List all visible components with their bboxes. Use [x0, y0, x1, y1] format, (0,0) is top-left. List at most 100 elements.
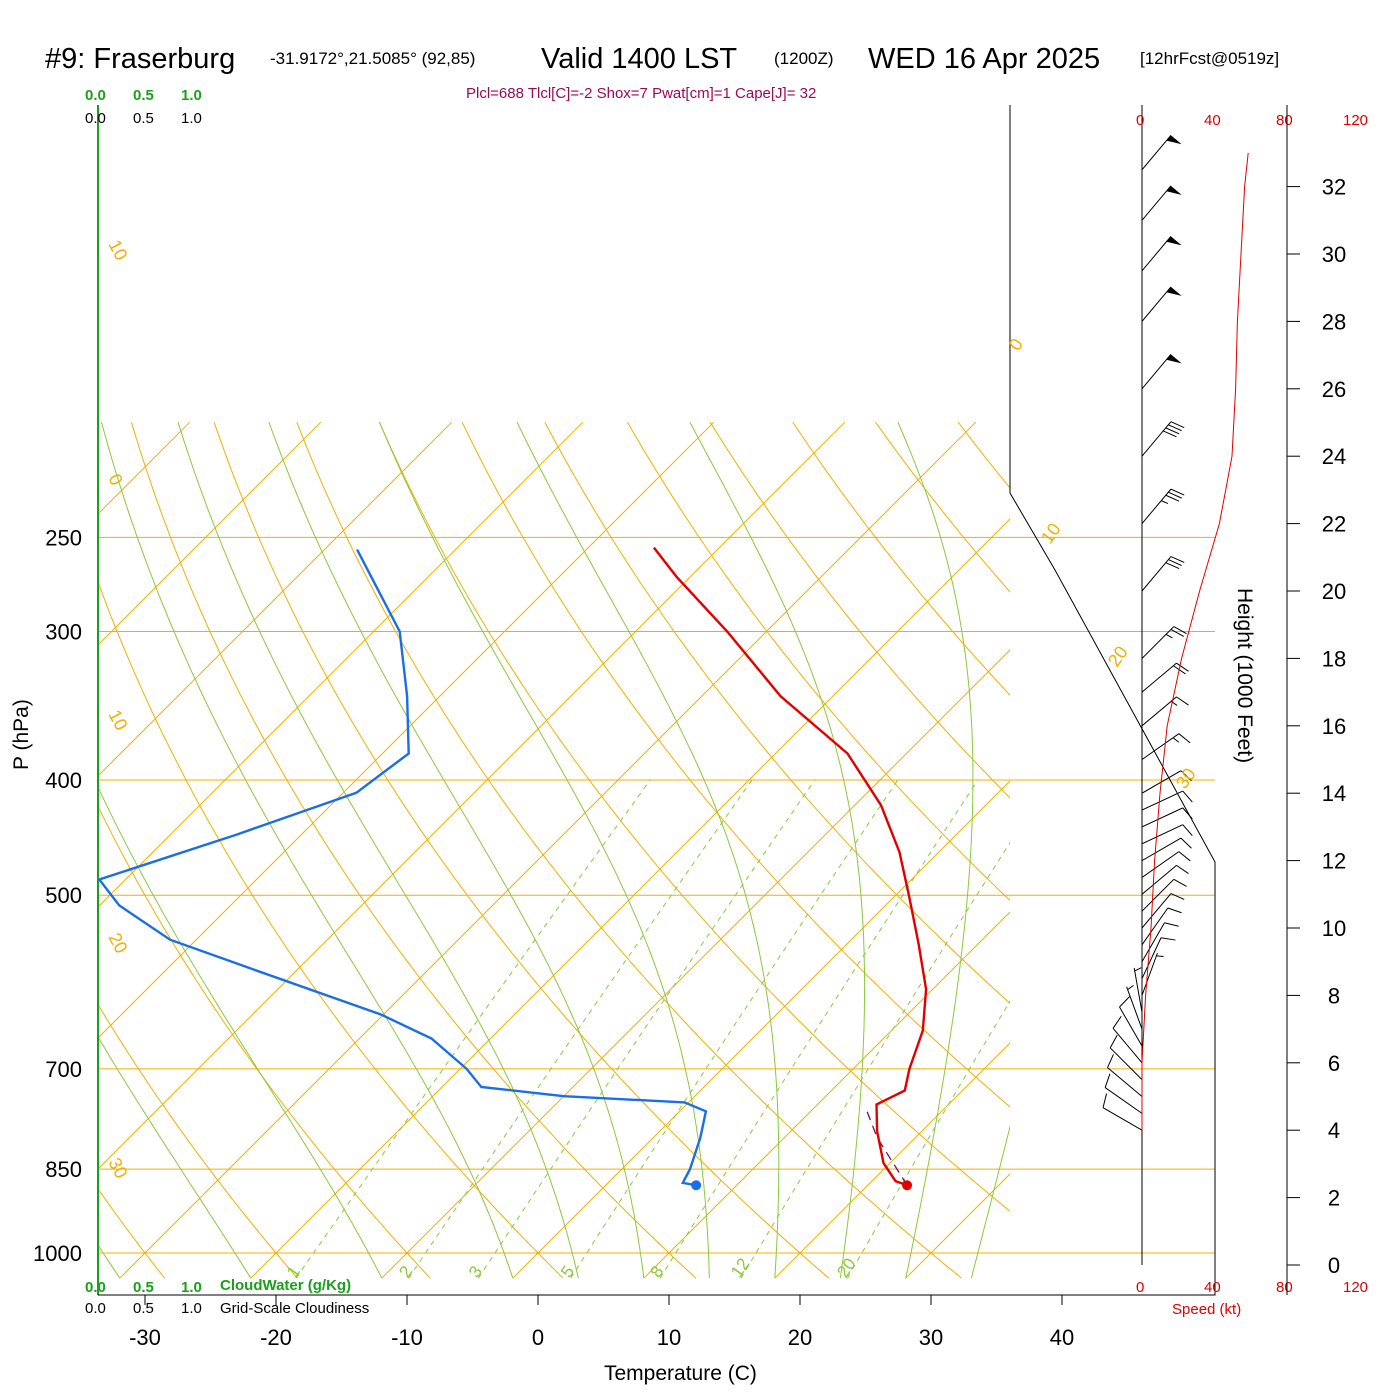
wind-barb: [1102, 1093, 1143, 1131]
moist-adiabat: [897, 422, 974, 1279]
parcel-path: [866, 1111, 908, 1186]
isotherm: [381, 649, 1010, 1279]
dry-adiabat: [709, 421, 1010, 799]
cloudiness-tick-top-0: 0.0: [85, 110, 106, 127]
moist-adiabat: [98, 786, 383, 1279]
dry-adiabat-label: 10: [104, 236, 131, 263]
dry-adiabat: [461, 421, 1010, 1108]
temperature-tick-30: 30: [919, 1325, 943, 1350]
wind-barb: [1141, 626, 1187, 659]
wind-speed-axis-label: Speed (kt): [1172, 1301, 1241, 1318]
temperature-tick--20: -20: [260, 1325, 292, 1350]
wind-barb: [1141, 893, 1185, 929]
dry-adiabat: [98, 1003, 298, 1279]
cloudiness-tick-bot-0: 0.0: [85, 1300, 106, 1317]
isotherm: [643, 911, 1010, 1279]
dry-adiabat: [544, 421, 1010, 1005]
isotherm: [1168, 422, 1400, 1278]
wind-barb: [1141, 937, 1176, 979]
wind-speed-tick-bot-120: 120: [1343, 1279, 1368, 1296]
isotherm: [98, 421, 846, 1170]
mixing-ratio-label-12: 12: [727, 1255, 753, 1281]
temperature-tick--30: -30: [129, 1325, 161, 1350]
moist-adiabat: [268, 422, 645, 1279]
wind-barb: [1141, 807, 1193, 828]
moist-adiabat: [970, 1124, 1010, 1279]
title-coords: -31.9172°,21.5085° (92,85): [270, 49, 475, 68]
dry-adiabat-label: 0: [1005, 335, 1027, 355]
temperature-tick-10: 10: [657, 1325, 681, 1350]
temperature-tick-40: 40: [1050, 1325, 1074, 1350]
dry-adiabat: [1372, 422, 1400, 1278]
height-tick-32: 32: [1322, 175, 1346, 200]
dry-adiabat: [0, 422, 32, 1278]
cloudwater-tick-top-05: 0.5: [133, 87, 154, 104]
cloudwater-tick-top-1: 1.0: [181, 87, 202, 104]
isotherm: [0, 422, 59, 1278]
pressure-tick-500: 500: [45, 883, 82, 908]
isotherm: [98, 421, 453, 777]
dry-adiabat-label: 10: [104, 706, 131, 733]
mixing-ratio-line-5: [570, 779, 899, 1279]
wind-speed-tick-top-120: 120: [1343, 112, 1368, 129]
temperature-axis-title: Temperature (C): [604, 1362, 757, 1385]
height-tick-30: 30: [1322, 242, 1346, 267]
dry-adiabat: [130, 422, 697, 1279]
moist-adiabat: [177, 422, 579, 1279]
wind-barbs: [1102, 134, 1193, 1131]
height-tick-24: 24: [1322, 444, 1346, 469]
temperature-tick--10: -10: [391, 1325, 423, 1350]
isotherm: [119, 421, 977, 1279]
wind-barb: [1141, 421, 1185, 457]
wind-barb: [1141, 878, 1187, 912]
pressure-tick-300: 300: [45, 620, 82, 645]
wind-barb: [1104, 1073, 1143, 1114]
cloudwater-tick-bot-0: 0.0: [85, 1279, 106, 1296]
pressure-tick-250: 250: [45, 525, 82, 550]
mixing-ratio-line-12: [740, 841, 1010, 1279]
mixing-ratio-line-20: [846, 1000, 1010, 1279]
mixing-ratio-label-3: 3: [465, 1262, 486, 1281]
pressure-tick-700: 700: [45, 1057, 82, 1082]
title-valid: Valid 1400 LST: [541, 43, 737, 75]
pressure-tick-1000: 1000: [33, 1241, 82, 1266]
moist-adiabat: [689, 421, 866, 1279]
wind-speed-tick-bot-80: 80: [1276, 1279, 1293, 1296]
mixing-ratio-label-20: 20: [833, 1255, 859, 1281]
wind-barb: [1109, 1034, 1143, 1081]
height-tick-8: 8: [1328, 983, 1340, 1008]
height-tick-6: 6: [1328, 1051, 1340, 1076]
wind-barb: [1141, 922, 1179, 962]
dry-adiabat: [378, 421, 1010, 1212]
wind-barb: [1133, 967, 1143, 1013]
moist-adiabat: [101, 422, 514, 1279]
height-tick-22: 22: [1322, 512, 1346, 537]
temperature-profile: [652, 546, 928, 1187]
isotherm: [774, 1042, 1010, 1279]
mixing-ratio-line-1: [295, 779, 651, 1279]
pressure-axis: 250 300 400 500 700 850 1000: [33, 525, 82, 1266]
isotherm: [98, 421, 191, 515]
isotherm: [1299, 422, 1400, 1278]
wind-barb: [1141, 824, 1193, 845]
wind-barb: [1107, 1054, 1143, 1097]
cloudiness-tick-bot-1: 1.0: [181, 1300, 202, 1317]
wind-barb: [1141, 236, 1182, 272]
mixing-ratio-line-2: [408, 779, 753, 1279]
stability-indices: Plcl=688 Tlcl[C]=-2 Shox=7 Pwat[cm]=1 Ca…: [466, 85, 816, 102]
dry-adiabat: [1206, 422, 1400, 1278]
wind-speed-tick-top-0: 0: [1136, 112, 1144, 129]
dewpoint-profile: [98, 549, 708, 1187]
moist-adiabat: [98, 1035, 252, 1279]
pressure-axis-title: P (hPa): [10, 699, 33, 770]
height-tick-12: 12: [1322, 849, 1346, 874]
height-tick-14: 14: [1322, 781, 1346, 806]
dry-adiabat: [792, 421, 1010, 696]
height-tick-2: 2: [1328, 1186, 1340, 1211]
wind-barb: [1141, 556, 1185, 592]
height-tick-20: 20: [1322, 579, 1346, 604]
height-tick-0: 0: [1328, 1253, 1340, 1278]
cloudwater-label: CloudWater (g/Kg): [220, 1277, 351, 1294]
wind-barb: [1112, 1015, 1143, 1064]
